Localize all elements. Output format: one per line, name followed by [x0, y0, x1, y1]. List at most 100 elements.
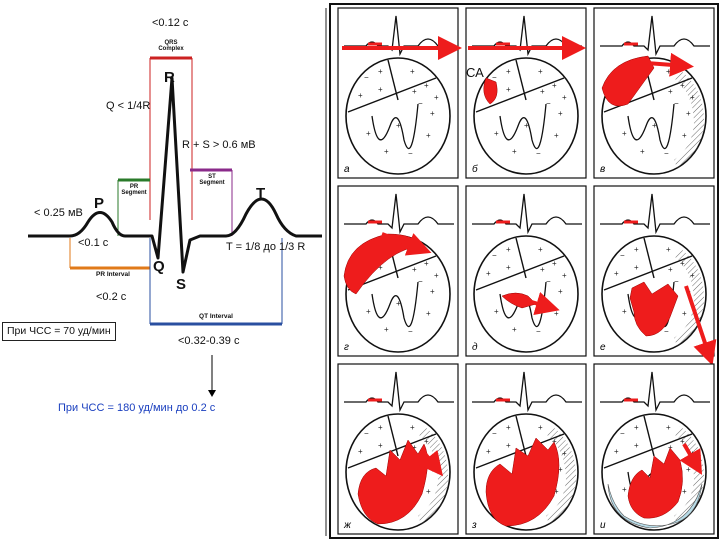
svg-text:+: + [682, 131, 687, 140]
svg-text:+: + [538, 67, 543, 76]
pr-interval-value: <0.2 с [96, 291, 127, 303]
svg-text:+: + [378, 85, 383, 94]
svg-text:+: + [486, 269, 491, 278]
panel-label-e: е [600, 342, 606, 353]
svg-text:+: + [614, 447, 619, 456]
svg-text:+: + [666, 245, 671, 254]
svg-text:+: + [506, 263, 511, 272]
panel-label-d: д [472, 342, 478, 353]
svg-text:+: + [426, 131, 431, 140]
p-amplitude: < 0.25 мВ [34, 207, 83, 219]
svg-text:+: + [358, 447, 363, 456]
svg-text:−: − [664, 149, 669, 158]
svg-text:+: + [426, 487, 431, 496]
svg-text:+: + [634, 441, 639, 450]
svg-text:−: − [536, 149, 541, 158]
panel-label-v: в [600, 164, 606, 175]
svg-text:+: + [668, 87, 673, 96]
qrs-duration: <0.12 с [152, 17, 189, 29]
svg-text:+: + [614, 269, 619, 278]
svg-text:+: + [538, 245, 543, 254]
svg-text:+: + [554, 131, 559, 140]
panel-zh: −++++−++++−++++ [337, 363, 459, 535]
svg-text:+: + [396, 121, 401, 130]
svg-text:+: + [682, 487, 687, 496]
hr-180-note: При ЧСС = 180 уд/мин до 0.2 с [58, 402, 216, 414]
svg-text:+: + [538, 423, 543, 432]
svg-text:−: − [620, 251, 625, 260]
svg-text:+: + [430, 109, 435, 118]
svg-text:+: + [512, 325, 517, 334]
svg-text:+: + [690, 93, 695, 102]
wave-p: P [94, 195, 105, 212]
svg-text:+: + [680, 81, 685, 90]
svg-text:+: + [686, 109, 691, 118]
svg-text:+: + [506, 245, 511, 254]
svg-text:+: + [690, 271, 695, 280]
svg-text:+: + [634, 263, 639, 272]
svg-text:+: + [634, 423, 639, 432]
panel-a: −+ +++−++ ++ −+++ + [337, 7, 462, 179]
svg-text:+: + [686, 465, 691, 474]
svg-text:+: + [434, 271, 439, 280]
svg-text:+: + [384, 147, 389, 156]
svg-text:+: + [378, 441, 383, 450]
wave-t: T [256, 185, 266, 202]
svg-text:+: + [562, 93, 567, 102]
svg-text:−: − [674, 99, 679, 108]
svg-text:−: − [492, 73, 497, 82]
svg-text:+: + [634, 245, 639, 254]
panel-label-z: з [472, 520, 477, 531]
svg-text:+: + [494, 307, 499, 316]
svg-text:+: + [410, 67, 415, 76]
wave-r: R [164, 69, 175, 86]
svg-text:+: + [412, 443, 417, 452]
svg-text:−: − [536, 327, 541, 336]
svg-text:+: + [434, 449, 439, 458]
panel-label-zh: ж [344, 520, 351, 531]
panel-label-a: а [344, 164, 350, 175]
svg-text:+: + [540, 87, 545, 96]
svg-text:+: + [558, 465, 563, 474]
svg-text:+: + [424, 81, 429, 90]
svg-text:+: + [540, 265, 545, 274]
hr-70-note: При ЧСС = 70 уд/мин [2, 322, 116, 341]
svg-text:+: + [378, 263, 383, 272]
svg-text:−: − [674, 277, 679, 286]
panel-label-b: б [472, 164, 478, 175]
svg-text:+: + [680, 437, 685, 446]
svg-text:+: + [378, 423, 383, 432]
svg-text:−: − [418, 277, 423, 286]
svg-text:+: + [682, 309, 687, 318]
svg-text:−: − [620, 429, 625, 438]
panel-g: −++++−++++−++++ [337, 185, 459, 357]
svg-text:+: + [558, 287, 563, 296]
rs-rule: R + S > 0.6 мВ [182, 139, 256, 151]
svg-text:−: − [364, 73, 369, 82]
svg-text:+: + [640, 147, 645, 156]
svg-text:+: + [366, 307, 371, 316]
svg-text:−: − [664, 327, 669, 336]
svg-text:−: − [408, 149, 413, 158]
svg-text:+: + [430, 287, 435, 296]
pr-interval-label: PR Interval [96, 271, 130, 278]
svg-text:+: + [554, 309, 559, 318]
svg-text:+: + [668, 265, 673, 274]
svg-text:+: + [668, 443, 673, 452]
qrs-complex-label: QRS Complex [158, 40, 184, 53]
svg-text:+: + [622, 307, 627, 316]
ecg-trace [28, 76, 322, 274]
svg-text:+: + [512, 147, 517, 156]
panel-e: −++++−++++−++++ [593, 185, 717, 366]
qt-interval-label: QT Interval [199, 313, 233, 320]
svg-text:−: − [408, 327, 413, 336]
svg-text:+: + [622, 129, 627, 138]
svg-text:+: + [666, 423, 671, 432]
svg-text:+: + [434, 93, 439, 102]
svg-text:+: + [424, 259, 429, 268]
svg-text:+: + [396, 299, 401, 308]
panel-d: −++++−++++−++++ [465, 185, 587, 357]
panel-label-g: г [344, 342, 349, 353]
